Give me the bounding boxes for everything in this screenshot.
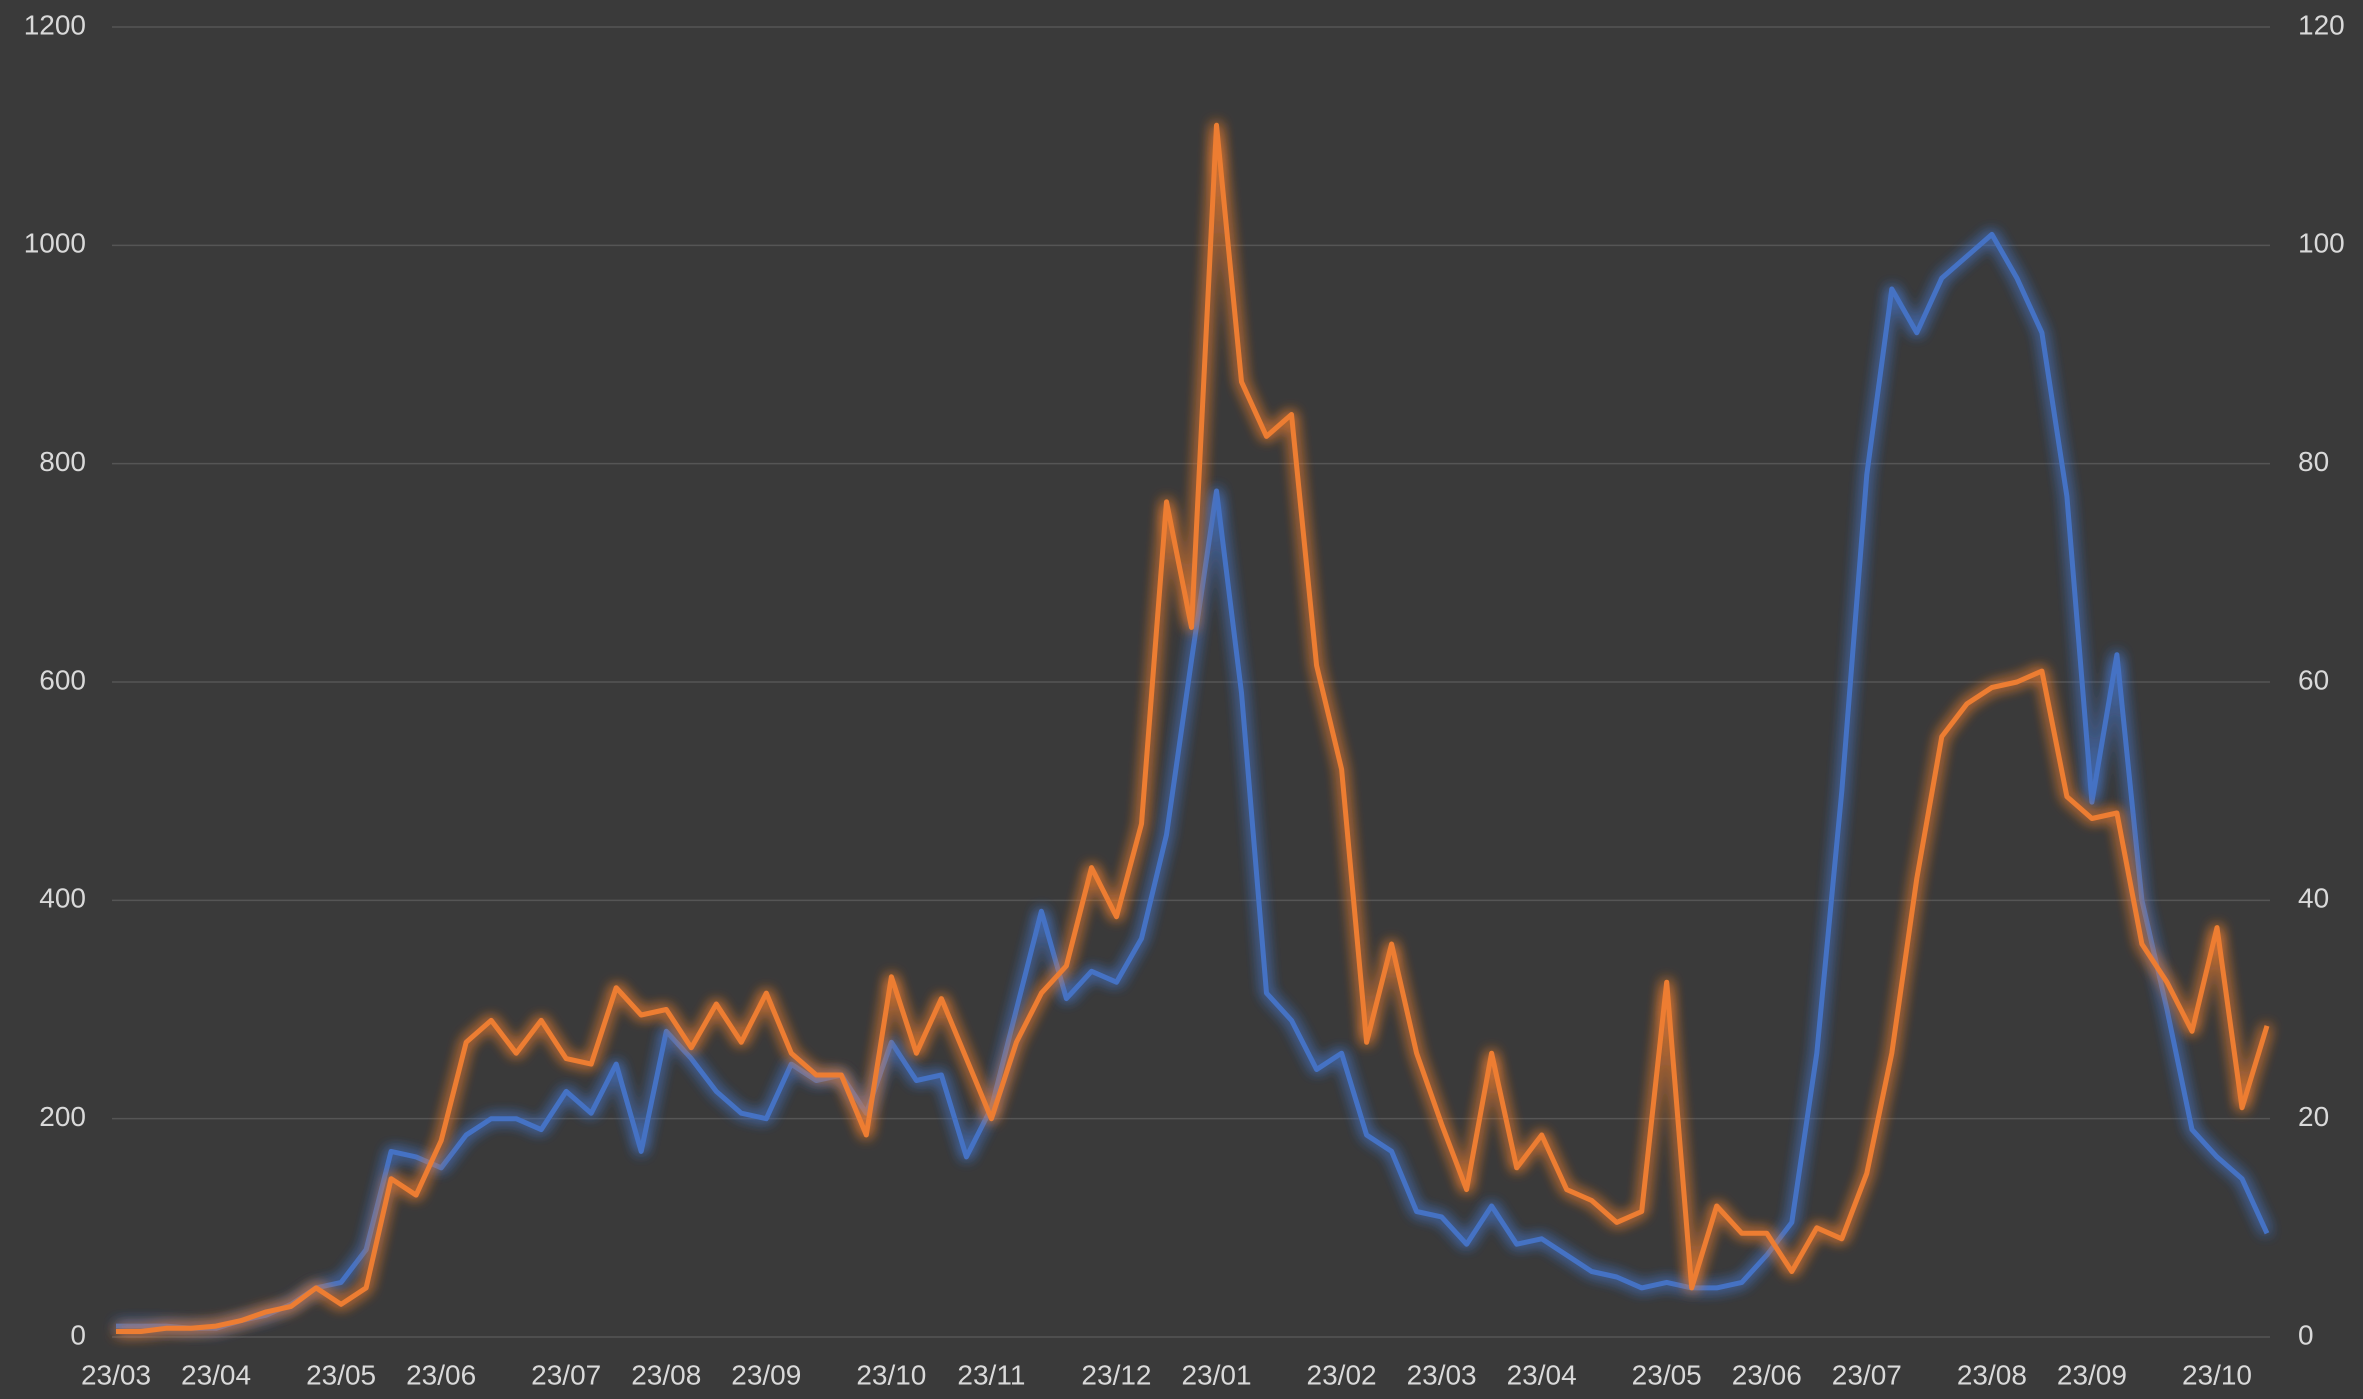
y2-tick-label: 100 xyxy=(2298,228,2345,259)
y-tick-label: 200 xyxy=(39,1101,86,1132)
x-tick-label: 23/10 xyxy=(2182,1359,2252,1390)
x-tick-label: 23/10 xyxy=(856,1359,926,1390)
y2-tick-label: 20 xyxy=(2298,1101,2329,1132)
x-tick-label: 23/03 xyxy=(81,1359,151,1390)
y-tick-label: 0 xyxy=(70,1319,86,1350)
y-tick-label: 1000 xyxy=(24,228,86,259)
x-tick-label: 23/04 xyxy=(181,1359,251,1390)
series-line xyxy=(116,231,2270,1331)
y2-tick-label: 80 xyxy=(2298,446,2329,477)
x-tick-label: 23/07 xyxy=(531,1359,601,1390)
x-tick-label: 23/05 xyxy=(1632,1359,1702,1390)
y-tick-label: 800 xyxy=(39,446,86,477)
y2-tick-label: 120 xyxy=(2298,9,2345,40)
x-tick-label: 23/06 xyxy=(1732,1359,1802,1390)
x-tick-label: 23/05 xyxy=(306,1359,376,1390)
x-tick-label: 23/08 xyxy=(631,1359,701,1390)
x-tick-label: 23/03 xyxy=(1407,1359,1477,1390)
x-tick-label: 23/12 xyxy=(1081,1359,1151,1390)
y-tick-label: 600 xyxy=(39,664,86,695)
y2-tick-label: 60 xyxy=(2298,664,2329,695)
series-line xyxy=(116,122,2270,1334)
y-tick-label: 1200 xyxy=(24,9,86,40)
x-tick-label: 23/07 xyxy=(1832,1359,1902,1390)
y2-tick-label: 40 xyxy=(2298,883,2329,914)
x-tick-label: 23/04 xyxy=(1507,1359,1577,1390)
y2-tick-label: 0 xyxy=(2298,1319,2314,1350)
x-tick-label: 23/06 xyxy=(406,1359,476,1390)
x-tick-label: 23/11 xyxy=(957,1359,1025,1390)
x-tick-label: 23/09 xyxy=(731,1359,801,1390)
x-tick-label: 23/02 xyxy=(1307,1359,1377,1390)
x-tick-label: 23/09 xyxy=(2057,1359,2127,1390)
y-tick-label: 400 xyxy=(39,883,86,914)
x-tick-label: 23/01 xyxy=(1181,1359,1251,1390)
x-tick-label: 23/08 xyxy=(1957,1359,2027,1390)
